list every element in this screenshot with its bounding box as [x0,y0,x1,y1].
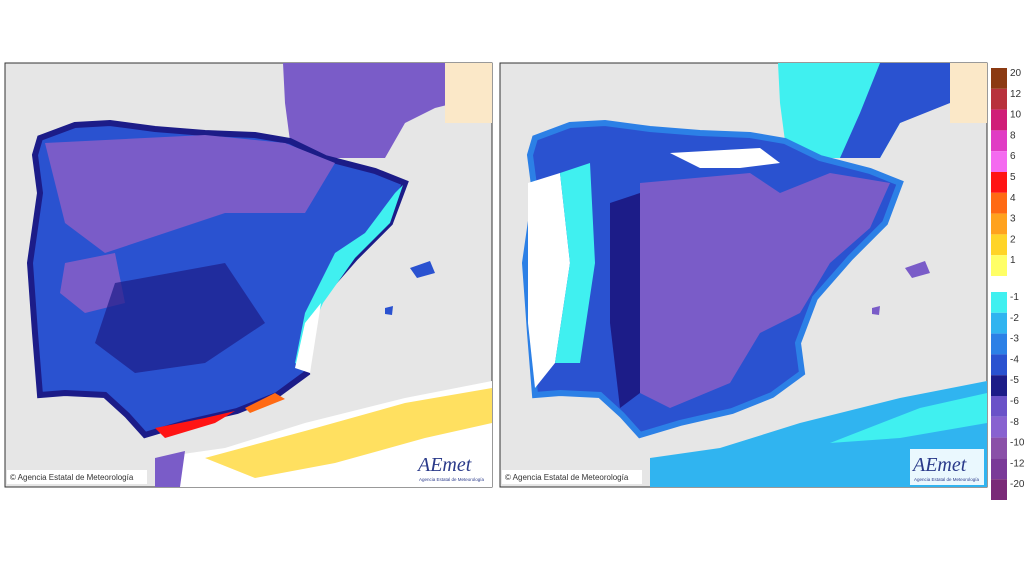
credit: © Agencia Estatal de Meteorología [10,473,134,482]
legend-swatch [991,68,1007,89]
anomaly-warm [205,388,492,478]
legend-swatch [991,213,1007,235]
logo-subtitle: Agencia Estatal de Meteorología [914,477,980,482]
credit: © Agencia Estatal de Meteorología [505,473,629,482]
legend-swatch [991,255,1007,276]
anomaly-mild [528,173,570,388]
legend-swatch [991,151,1007,172]
logo-box [910,449,984,485]
legend-swatch [991,396,1007,417]
anomaly-cold [60,253,125,313]
legend-swatch [991,312,1007,334]
legend-swatch [991,172,1007,193]
anomaly-warm [155,411,235,438]
legend-label: -5 [1010,375,1019,386]
anomaly-mild [295,185,403,373]
legend-swatch [991,354,1007,376]
anomaly-mild [670,148,780,168]
legend-swatch [991,333,1007,355]
anomaly-cold [95,263,265,373]
logo: AEmet [416,454,472,476]
legend-label: 10 [1010,110,1022,121]
legend-swatch [991,234,1007,256]
legend-label: -4 [1010,354,1019,365]
anomaly-cold [610,193,640,408]
legend-label: -1 [1010,292,1019,303]
legend-label: 1 [1010,255,1016,266]
credit-box [7,470,147,484]
logo-box [415,449,489,485]
legend-swatch [991,375,1007,396]
anomaly-cold [640,173,890,408]
legend-label: -10 [1010,438,1024,449]
logo: AEmet [911,454,967,476]
logo-subtitle: Agencia Estatal de Meteorología [419,477,485,482]
anomaly-cold [840,63,950,158]
legend-label: 6 [1010,151,1016,162]
legend-label: -12 [1010,458,1024,469]
legend-swatch [991,458,1007,480]
map-right: © Agencia Estatal de Meteorología AEmet … [499,62,988,488]
legend-label: -20 [1010,479,1024,490]
legend-label: 4 [1010,193,1016,204]
legend-swatch [991,88,1007,110]
legend-label: 2 [1010,234,1016,245]
legend-swatch [991,109,1007,131]
legend-label: 5 [1010,172,1016,183]
legend-label: 8 [1010,130,1016,141]
legend-swatch [991,192,1007,214]
legend-label: -2 [1010,313,1019,324]
anomaly-cold [155,451,185,487]
legend-swatch [991,130,1007,152]
island [905,261,930,278]
anomaly-cold [45,135,335,253]
land-edge [445,63,492,123]
legend-label: -3 [1010,334,1019,345]
legend-label: -8 [1010,417,1019,428]
credit-box [502,470,642,484]
legend-label: 3 [1010,214,1016,225]
island [872,306,880,315]
map-left: © Agencia Estatal de Meteorología AEmet … [4,62,493,488]
legend-label: 12 [1010,89,1022,100]
color-legend: 20 12 10 8 6 5 4 3 2 1 -1 -2 -3 -4 -5 -6 -8 -10 -12 -20 [991,68,1024,500]
island [385,306,393,315]
anomaly-warm [245,393,285,413]
legend-swatch [991,437,1007,459]
land-edge [950,63,987,123]
legend-swatch [991,292,1007,313]
island [410,261,435,278]
legend-swatch [991,416,1007,438]
anomaly-mild [295,303,321,373]
legend-label: 20 [1010,68,1022,79]
anomaly-mild [555,163,595,363]
legend-label: -6 [1010,396,1019,407]
legend-swatch [991,479,1007,500]
anomaly-mild [830,393,987,443]
